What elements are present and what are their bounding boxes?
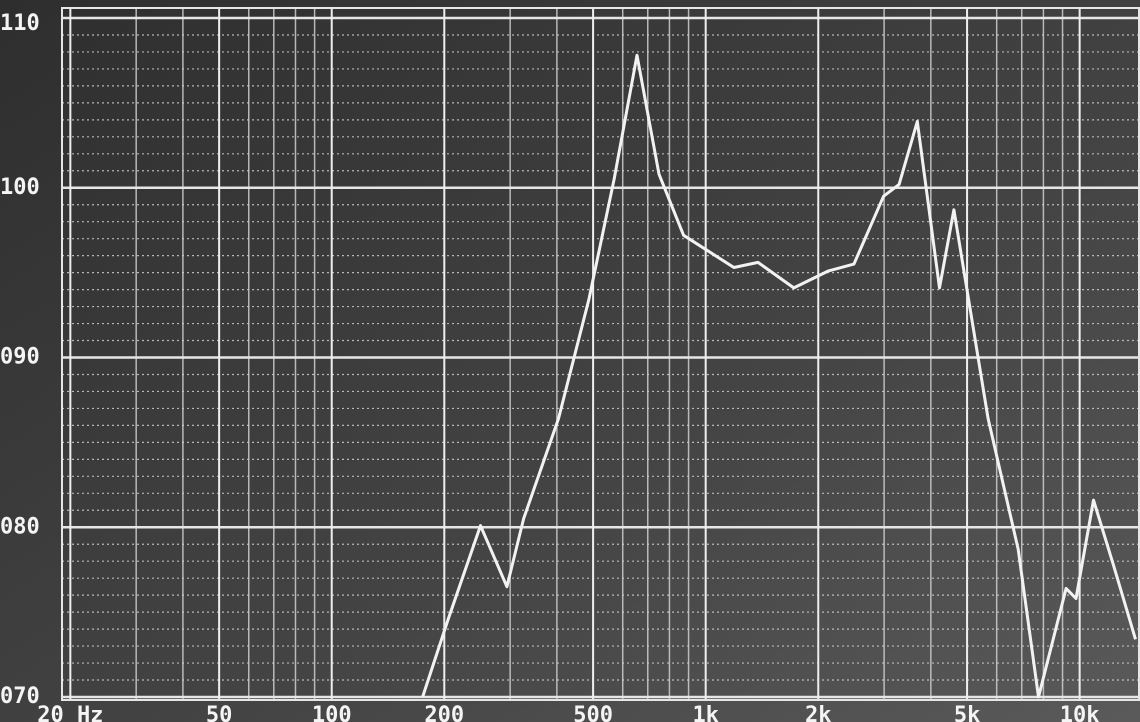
y-tick-label: 080 bbox=[0, 514, 40, 539]
x-tick-label: 200 bbox=[424, 703, 464, 722]
x-tick-label: 10k bbox=[1060, 703, 1100, 722]
x-tick-label: 1k bbox=[692, 703, 719, 722]
x-tick-label: 20 Hz bbox=[37, 703, 103, 722]
x-tick-label: 5k bbox=[954, 703, 981, 722]
x-tick-label: 500 bbox=[573, 703, 613, 722]
x-tick-label: 2k bbox=[805, 703, 832, 722]
y-tick-label: 110 bbox=[0, 11, 40, 36]
y-tick-label: 100 bbox=[0, 175, 40, 200]
x-tick-label: 100 bbox=[312, 703, 352, 722]
plot-frame bbox=[61, 7, 1140, 701]
x-tick-label: 50 bbox=[206, 703, 233, 722]
y-tick-label: 090 bbox=[0, 345, 40, 370]
y-tick-label: 070 bbox=[0, 684, 40, 709]
response-line bbox=[421, 53, 1137, 699]
